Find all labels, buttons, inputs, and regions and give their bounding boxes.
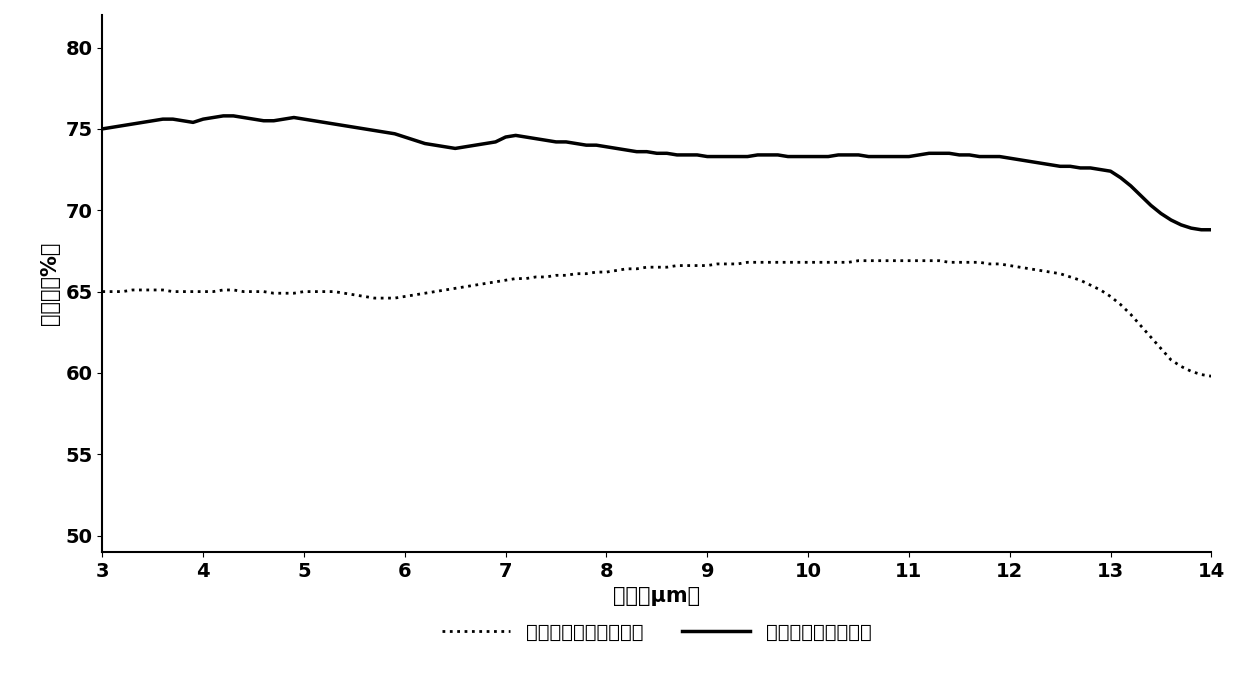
Y-axis label: 透过率（%）: 透过率（%） (40, 241, 60, 325)
X-axis label: 波长（μm）: 波长（μm） (614, 586, 701, 606)
Legend: 裸硫系玻璃基底透过率, 单面微纳结构透过率: 裸硫系玻璃基底透过率, 单面微纳结构透过率 (434, 615, 879, 650)
